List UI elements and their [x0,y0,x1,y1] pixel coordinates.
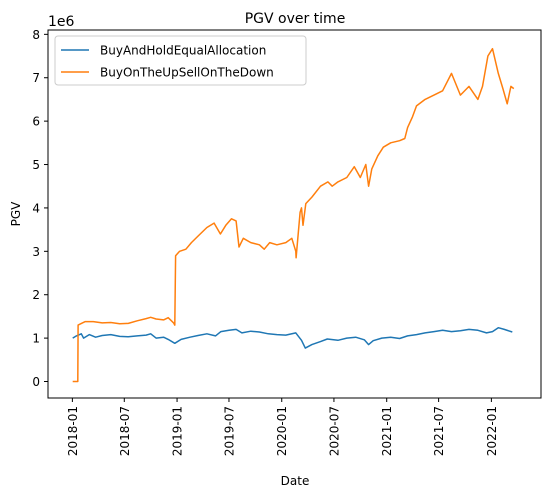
plot-lines [72,47,515,383]
legend-label-1: BuyAndHoldEqualAllocation [100,44,266,58]
y-tick-label: 6 [32,115,40,129]
y-tick-label: 8 [32,28,40,42]
y-axis-label: PGV [9,201,23,227]
x-tick-label: 2022-01 [485,406,499,456]
series-line-1 [72,326,513,349]
legend: BuyAndHoldEqualAllocation BuyOnTheUpSellO… [54,35,307,86]
x-tick-label: 2021-01 [380,406,394,456]
x-axis: 2018-01 2018-07 2019-01 2019-07 2020-01 2020-… [66,398,499,456]
x-tick-label: 2019-07 [222,406,236,456]
x-tick-label: 2020-07 [327,406,341,456]
y-tick-label: 4 [32,201,40,215]
chart-title: PGV over time [245,11,346,27]
y-tick-label: 5 [32,158,40,172]
legend-box [54,35,307,86]
y-tick-label: 3 [32,245,40,259]
y-tick-label: 1 [32,332,40,346]
legend-label-2: BuyOnTheUpSellOnTheDown [100,66,274,80]
x-axis-label: Date [281,474,310,488]
x-tick-label: 2020-01 [275,406,289,456]
x-tick-label: 2018-07 [118,406,132,456]
x-tick-label: 2019-01 [171,406,185,456]
x-tick-label: 2018-01 [66,406,80,456]
y-tick-label: 0 [32,375,40,389]
series-line-2 [72,47,515,383]
y-tick-label: 7 [32,71,40,85]
x-tick-label: 2021-07 [432,406,446,456]
y-tick-label: 2 [32,288,40,302]
y-axis-multiplier: 1e6 [48,14,75,30]
y-axis: 0 1 2 3 4 5 6 7 8 [32,28,48,389]
plot-area-frame [47,29,542,399]
